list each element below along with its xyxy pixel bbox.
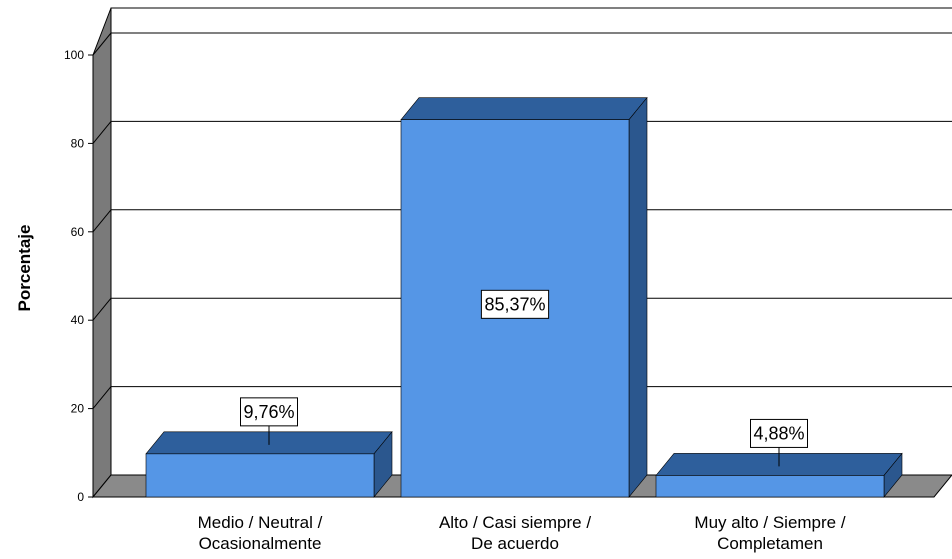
y-tick-label: 40 <box>71 313 85 327</box>
data-label: 85,37% <box>480 289 550 319</box>
data-label-box <box>240 397 298 427</box>
data-label-text: 9,76% <box>243 402 294 422</box>
y-axis-ticks: 0 20 40 60 80 100 <box>64 48 93 504</box>
x-category-line: De acuerdo <box>471 534 559 553</box>
x-category-line: Medio / Neutral / <box>198 513 323 532</box>
bar-front <box>655 475 885 498</box>
bar-side <box>628 96 648 498</box>
y-tick-label: 20 <box>71 402 85 416</box>
y-tick-label: 100 <box>64 48 84 62</box>
gridline-diagonal <box>92 121 112 144</box>
y-tick-label: 60 <box>71 225 85 239</box>
y-tick-label: 0 <box>77 490 84 504</box>
y-axis-title: Porcentaje <box>15 225 34 312</box>
gridline-diagonal <box>92 297 112 321</box>
x-category-label: Medio / Neutral / Ocasionalmente <box>198 513 323 553</box>
x-category-line: Muy alto / Siempre / <box>694 513 845 532</box>
x-category-line: Completamen <box>717 534 823 553</box>
data-label: 9,76% <box>240 397 298 445</box>
x-category-label: Alto / Casi siempre / De acuerdo <box>439 513 591 553</box>
gridline-diagonal <box>92 32 112 56</box>
data-label-text: 4,88% <box>753 423 804 443</box>
data-label-box <box>480 289 550 319</box>
x-category-line: Ocasionalmente <box>199 534 322 553</box>
x-axis-categories: Medio / Neutral / Ocasionalmente Alto / Ca… <box>198 513 846 553</box>
data-label-box <box>750 418 808 448</box>
bar-top <box>400 97 648 120</box>
x-category-label: Muy alto / Siempre / Completamen <box>694 513 845 553</box>
x-category-line: Alto / Casi siempre / <box>439 513 591 532</box>
data-label-text: 85,37% <box>484 294 545 314</box>
y-tick-label: 80 <box>71 136 85 150</box>
data-labels: 9,76% 85,37% 4,88% <box>240 289 808 467</box>
gridline-diagonal <box>92 209 112 233</box>
bar-front <box>145 453 375 498</box>
side-wall <box>92 7 112 499</box>
data-label: 4,88% <box>750 418 808 467</box>
gridline-diagonal <box>92 386 112 409</box>
